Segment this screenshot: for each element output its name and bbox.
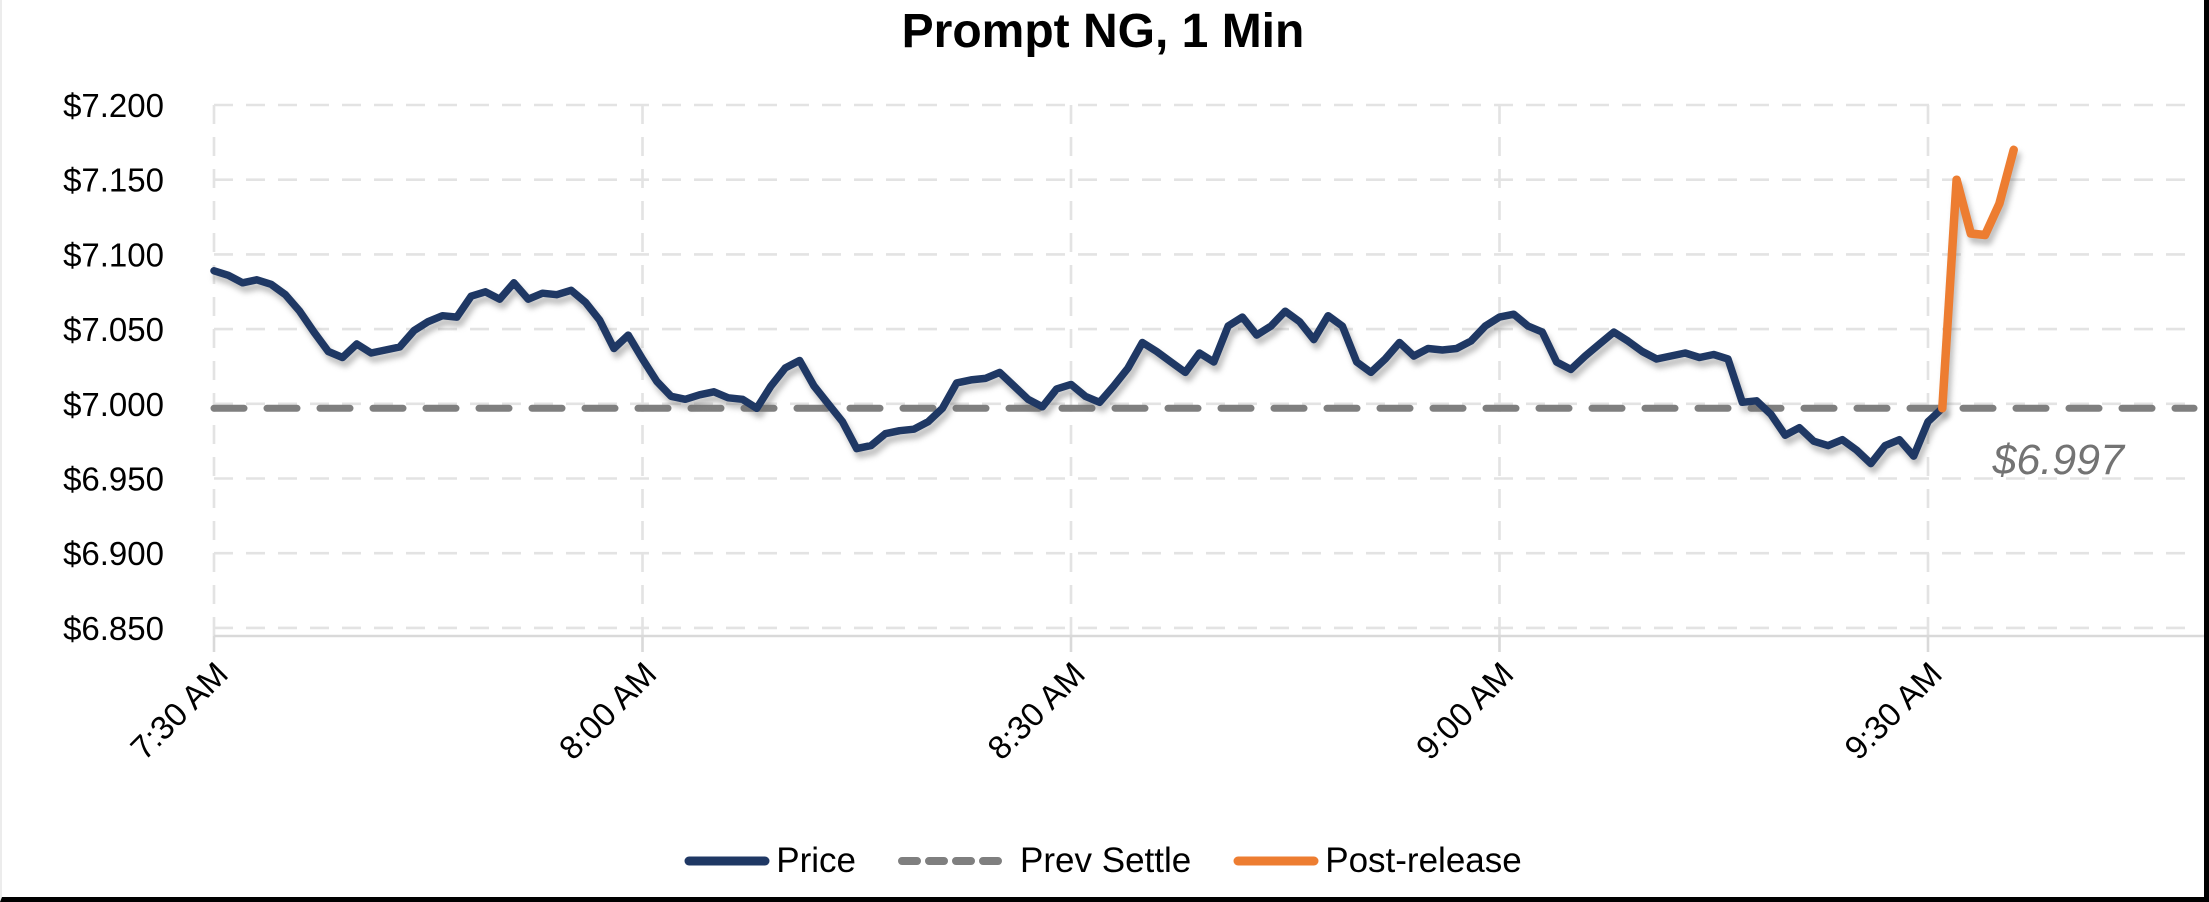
y-axis-label: $7.200 <box>63 87 164 124</box>
price-line-swatch <box>684 856 770 866</box>
x-axis-label: 9:00 AM <box>1409 655 1521 767</box>
x-axis-label: 9:30 AM <box>1837 655 1949 767</box>
x-axis-label: 8:00 AM <box>552 655 664 767</box>
legend-item-post-release: Post-release <box>1233 841 1522 881</box>
price-line <box>210 267 1947 468</box>
y-axis-label: $6.850 <box>63 610 164 647</box>
prev-settle-line-swatch <box>898 857 1015 865</box>
legend-item-price: Price <box>684 841 856 881</box>
legend-item-prev-settle: Prev Settle <box>898 841 1191 881</box>
legend-label-price: Price <box>776 841 857 880</box>
y-axis-label: $7.150 <box>63 162 164 199</box>
legend-label-post-release: Post-release <box>1325 841 1522 880</box>
y-axis-label: $7.000 <box>63 386 164 423</box>
y-axis-label: $7.050 <box>63 311 164 348</box>
x-axis-label: 7:30 AM <box>123 655 235 767</box>
y-axis-label: $6.950 <box>63 461 164 498</box>
chart-title: Prompt NG, 1 Min <box>901 5 1305 58</box>
legend-label-prev-settle: Prev Settle <box>1020 841 1192 880</box>
legend: Price Prev Settle Post-release <box>2 841 2204 881</box>
x-axis-label: 8:30 AM <box>980 655 1092 767</box>
post-release-line <box>1938 145 2018 413</box>
prev-settle-value-label: $6.997 <box>1992 436 2124 484</box>
y-axis-label: $6.900 <box>63 535 164 572</box>
post-release-line-swatch <box>1233 856 1319 866</box>
y-axis-label: $7.100 <box>63 236 164 273</box>
